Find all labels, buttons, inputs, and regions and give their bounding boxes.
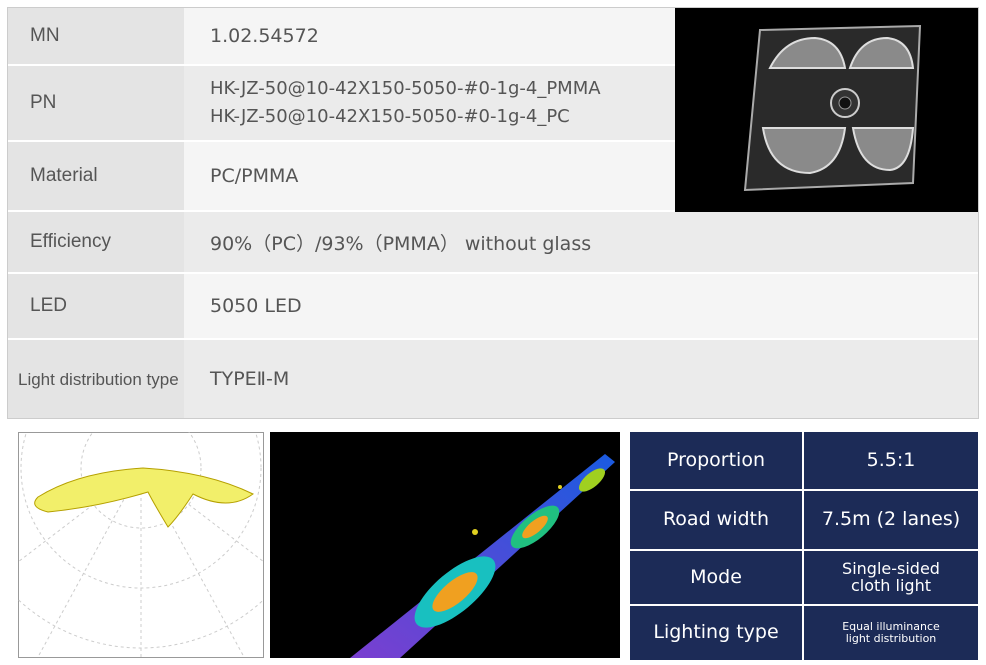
row-label: MN (8, 8, 184, 66)
row-value: HK-JZ-50@10-42X150-5050-#0-1g-4_PMMA HK-J… (184, 66, 675, 142)
value-text: 1.02.54572 (210, 25, 319, 47)
value-text: PC/PMMA (210, 165, 299, 187)
row-label: LED (8, 274, 184, 340)
summary-value: Single-sided cloth light (804, 551, 978, 604)
summary-table: Proportion 5.5:1 Road width 7.5m (2 lane… (630, 432, 978, 660)
summary-label: Lighting type (630, 606, 802, 660)
row-value: PC/PMMA (184, 142, 675, 212)
value-text: TYPEⅡ-M (210, 368, 290, 390)
lens-photo (675, 8, 978, 212)
row-label: Material (8, 142, 184, 212)
summary-label: Mode (630, 551, 802, 604)
row-value: 5050 LED (184, 274, 978, 340)
summary-value: 5.5:1 (804, 432, 978, 489)
row-value: TYPEⅡ-M (184, 340, 978, 418)
summary-label: Proportion (630, 432, 802, 489)
summary-value: 7.5m (2 lanes) (804, 491, 978, 549)
row-label: Efficiency (8, 212, 184, 274)
value-text: HK-JZ-50@10-42X150-5050-#0-1g-4_PMMA (210, 78, 601, 99)
summary-label: Road width (630, 491, 802, 549)
row-label: PN (8, 66, 184, 142)
road-simulation (270, 432, 620, 658)
summary-value: Equal illuminance light distribution (804, 606, 978, 660)
row-value: 1.02.54572 (184, 8, 675, 66)
row-value: 90%（PC）/93%（PMMA） without glass (184, 212, 978, 274)
value-text: 5050 LED (210, 295, 302, 317)
row-label: Light distribution type (8, 340, 184, 418)
value-text: HK-JZ-50@10-42X150-5050-#0-1g-4_PC (210, 106, 570, 127)
polar-diagram (18, 432, 264, 658)
value-text: 90%（PC）/93%（PMMA） without glass (210, 232, 592, 255)
